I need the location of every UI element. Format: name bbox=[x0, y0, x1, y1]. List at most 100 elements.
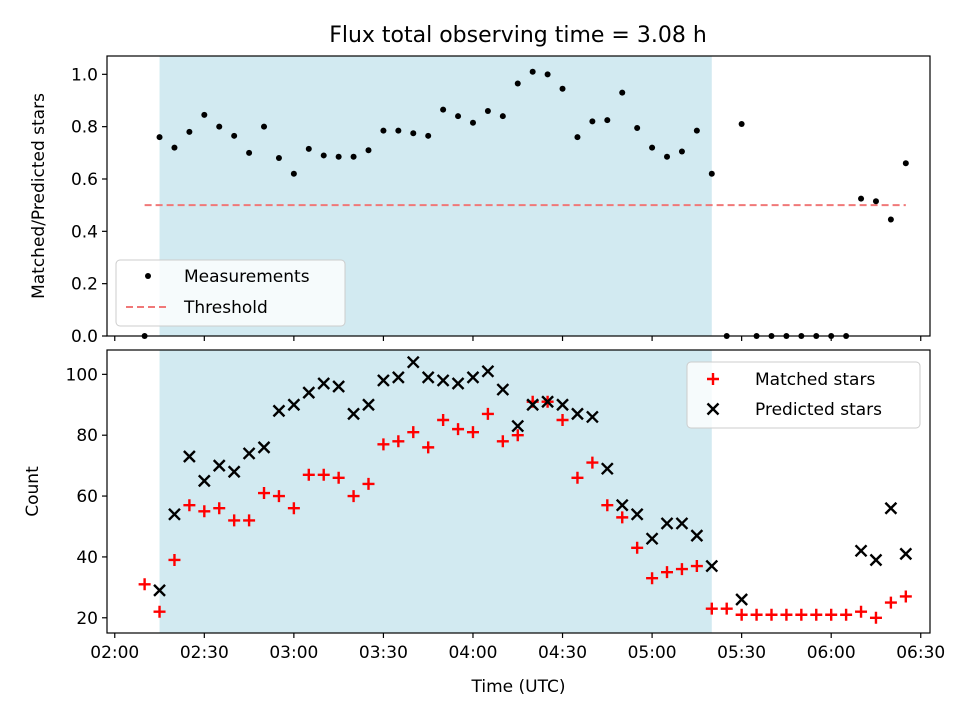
measurement-point bbox=[619, 89, 626, 96]
matched-star-point bbox=[272, 490, 285, 503]
ratio-y-tick-label: 0.0 bbox=[71, 327, 98, 347]
observing-window-shade bbox=[159, 350, 712, 633]
matched-star-point bbox=[452, 423, 465, 436]
count-y-tick-label: 20 bbox=[76, 609, 98, 629]
measurement-point bbox=[365, 147, 372, 154]
predicted-star-point bbox=[406, 355, 420, 369]
ratio-y-tick-label: 0.2 bbox=[71, 275, 98, 295]
predicted-star-point bbox=[735, 593, 748, 606]
matched-stars-points bbox=[138, 395, 912, 624]
matched-star-point bbox=[243, 514, 256, 527]
predicted-star-point bbox=[511, 419, 525, 433]
matched-star-point bbox=[302, 468, 315, 481]
ratio-y-tick-label: 0.6 bbox=[71, 170, 98, 190]
measurement-point bbox=[469, 119, 476, 126]
predicted-star-point bbox=[884, 501, 898, 515]
predicted-star-point bbox=[660, 517, 674, 530]
predicted-star-point bbox=[854, 544, 868, 558]
matched-star-point bbox=[287, 502, 300, 515]
predicted-star-point bbox=[436, 374, 450, 387]
predicted-star-point bbox=[227, 465, 241, 479]
x-tick-label: 05:30 bbox=[717, 643, 766, 663]
predicted-star-point bbox=[421, 371, 435, 384]
measurement-point bbox=[887, 216, 894, 223]
count-x-ticks: 02:00 02:30 03:00 03:30 04:00 04:30 05:00 05:30… bbox=[90, 633, 945, 663]
x-tick-label: 04:00 bbox=[448, 643, 497, 663]
count-legend-box bbox=[686, 361, 921, 429]
matched-star-point bbox=[392, 435, 405, 448]
ratio-y-axis-label: Matched/Predicted stars bbox=[29, 93, 49, 299]
measurement-point bbox=[261, 123, 268, 130]
measurement-point bbox=[529, 68, 536, 75]
legend-measurements-marker bbox=[145, 273, 151, 279]
matched-star-point bbox=[675, 563, 688, 576]
measurement-point bbox=[858, 195, 865, 202]
matched-star-point bbox=[466, 426, 479, 439]
matched-star-point bbox=[765, 608, 778, 621]
measurement-point bbox=[201, 111, 208, 118]
predicted-star-point bbox=[212, 459, 226, 472]
count-y-tick-label: 40 bbox=[76, 548, 98, 568]
predicted-star-point bbox=[287, 398, 301, 412]
predicted-star-point bbox=[153, 584, 166, 597]
matched-star-point bbox=[183, 499, 196, 512]
count-legend: Matched stars Predicted stars bbox=[686, 361, 921, 429]
matched-star-point bbox=[198, 505, 211, 518]
matched-star-point bbox=[511, 429, 524, 442]
predicted-star-point bbox=[600, 462, 614, 476]
predicted-star-point bbox=[168, 507, 181, 521]
predicted-star-point bbox=[496, 383, 510, 396]
measurement-point bbox=[231, 132, 238, 139]
measurement-point bbox=[425, 132, 432, 139]
matched-star-point bbox=[855, 605, 868, 618]
ratio-panel: 0.0 0.2 0.4 0.6 0.8 1.0 Matched/Predicted sta… bbox=[29, 55, 931, 347]
matched-star-point bbox=[705, 602, 718, 615]
matched-star-point bbox=[646, 572, 659, 585]
matched-star-point bbox=[661, 566, 674, 579]
predicted-stars-points bbox=[153, 355, 913, 606]
predicted-star-point bbox=[302, 386, 316, 399]
matched-star-point bbox=[332, 471, 345, 484]
matched-star-point bbox=[407, 426, 420, 439]
matched-star-point bbox=[616, 511, 629, 524]
measurement-point bbox=[544, 71, 551, 78]
measurement-point bbox=[634, 124, 641, 131]
measurement-point bbox=[574, 134, 581, 141]
measurement-point bbox=[693, 127, 700, 134]
predicted-star-point bbox=[645, 532, 659, 546]
ratio-legend: Measurements Threshold bbox=[115, 259, 346, 327]
predicted-star-point bbox=[317, 377, 331, 390]
matched-star-point bbox=[213, 502, 226, 515]
x-tick-label: 06:00 bbox=[807, 643, 856, 663]
measurement-point bbox=[589, 118, 596, 125]
count-y-tick-label: 60 bbox=[76, 487, 98, 507]
predicted-star-point bbox=[899, 547, 913, 561]
predicted-star-point bbox=[347, 407, 360, 421]
matched-star-point bbox=[138, 578, 151, 591]
matched-star-point bbox=[690, 560, 703, 573]
legend-matched-marker bbox=[707, 373, 719, 385]
matched-star-point bbox=[735, 608, 748, 621]
matched-star-point bbox=[631, 541, 644, 554]
matched-star-point bbox=[750, 608, 763, 621]
measurement-point bbox=[410, 130, 417, 137]
x-tick-label: 06:30 bbox=[896, 643, 945, 663]
ratio-y-tick-label: 0.4 bbox=[71, 222, 98, 242]
measurement-point bbox=[216, 123, 223, 130]
measurement-point bbox=[350, 153, 357, 160]
ratio-plot-frame bbox=[106, 55, 931, 337]
predicted-star-point bbox=[630, 507, 644, 521]
measurement-point bbox=[455, 113, 462, 120]
matched-star-point bbox=[422, 441, 435, 454]
legend-threshold-label: Threshold bbox=[183, 298, 268, 318]
count-plot-frame bbox=[106, 349, 931, 634]
matched-star-point bbox=[884, 596, 897, 609]
legend-predicted-marker bbox=[706, 402, 720, 416]
predicted-star-point bbox=[675, 517, 689, 530]
predicted-star-point bbox=[332, 380, 345, 393]
matched-star-point bbox=[601, 499, 614, 512]
figure-title: Flux total observing time = 3.08 h bbox=[329, 23, 707, 48]
measurement-point bbox=[395, 127, 402, 134]
matched-star-point bbox=[377, 438, 390, 451]
